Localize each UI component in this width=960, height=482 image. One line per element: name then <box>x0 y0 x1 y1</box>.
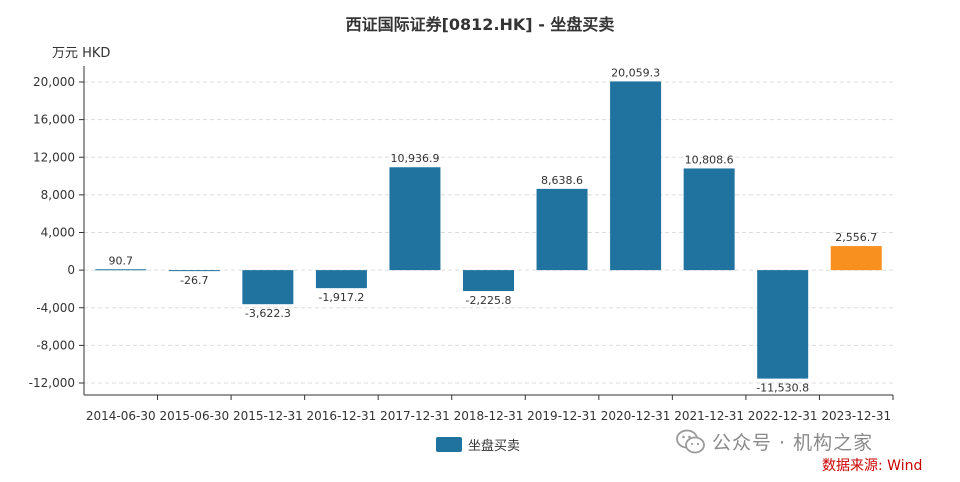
bar-value-label: 10,936.9 <box>390 152 439 165</box>
bar <box>315 270 367 289</box>
bar <box>463 270 514 292</box>
y-axis-unit-label: 万元 HKD <box>52 46 111 61</box>
y-tick-label: 8,000 <box>41 188 75 202</box>
y-tick-label: 12,000 <box>33 150 75 164</box>
x-tick-label: 2021-12-31 <box>674 409 744 423</box>
x-tick-label: 2015-06-30 <box>159 409 229 423</box>
y-tick-label: -4,000 <box>36 301 75 315</box>
bar-value-label: -26.7 <box>180 274 208 287</box>
bars <box>95 81 882 379</box>
x-tick-label: 2019-12-31 <box>527 409 597 423</box>
bar <box>95 269 147 271</box>
watermark-text: 公众号 · 机构之家 <box>712 432 874 454</box>
bar <box>757 270 809 379</box>
bar <box>389 167 441 271</box>
axes: 20,000 16,000 12,000 8,000 4,000 0 -4,000 -8,00… <box>29 66 894 423</box>
bar-value-label: 2,556.7 <box>835 231 877 244</box>
data-labels: 90.7 -26.7 -3,622.3 -1,917.2 10,936.9 -2,225.… <box>109 66 878 394</box>
bar-value-label: 90.7 <box>109 254 134 267</box>
bar <box>536 188 588 271</box>
wechat-icon <box>676 429 705 453</box>
y-tick-label: 16,000 <box>33 113 75 127</box>
y-tick-label: 20,000 <box>33 75 75 89</box>
y-tick-label: 4,000 <box>41 226 75 240</box>
bar <box>242 270 294 305</box>
y-tick-label: -12,000 <box>29 376 75 390</box>
x-tick-label: 2020-12-31 <box>601 409 671 423</box>
y-tick-label: 0 <box>67 263 75 277</box>
x-tick-label: 2022-12-31 <box>748 409 818 423</box>
data-source-label: 数据来源: Wind <box>822 458 923 474</box>
x-tick-label: 2016-12-31 <box>307 409 377 423</box>
bar-value-label: -1,917.2 <box>318 291 364 304</box>
bar-value-label: 8,638.6 <box>541 174 583 187</box>
legend[interactable]: 坐盘买卖 <box>436 435 520 454</box>
x-tick-label: 2018-12-31 <box>454 409 524 423</box>
legend-label: 坐盘买卖 <box>468 439 521 454</box>
bar-value-label: 20,059.3 <box>611 66 660 79</box>
bar-value-label: -2,225.8 <box>466 294 512 307</box>
bar <box>610 81 662 271</box>
x-tick-label: 2014-06-30 <box>86 409 156 423</box>
bar-value-label: -11,530.8 <box>756 382 809 395</box>
bar <box>683 168 735 271</box>
bar-value-label: 10,808.6 <box>685 153 734 166</box>
legend-swatch <box>436 437 462 452</box>
x-tick-label: 2023-12-31 <box>821 409 891 423</box>
x-tick-label: 2015-12-31 <box>233 409 303 423</box>
bar <box>830 246 882 271</box>
x-tick-label: 2017-12-31 <box>380 409 450 423</box>
watermark: 公众号 · 机构之家 <box>676 428 873 455</box>
y-tick-label: -8,000 <box>36 338 75 352</box>
bar-value-label: -3,622.3 <box>245 307 291 320</box>
bar <box>168 270 220 272</box>
chart-title: 西证国际证券[0812.HK] - 坐盘买卖 <box>345 15 615 34</box>
